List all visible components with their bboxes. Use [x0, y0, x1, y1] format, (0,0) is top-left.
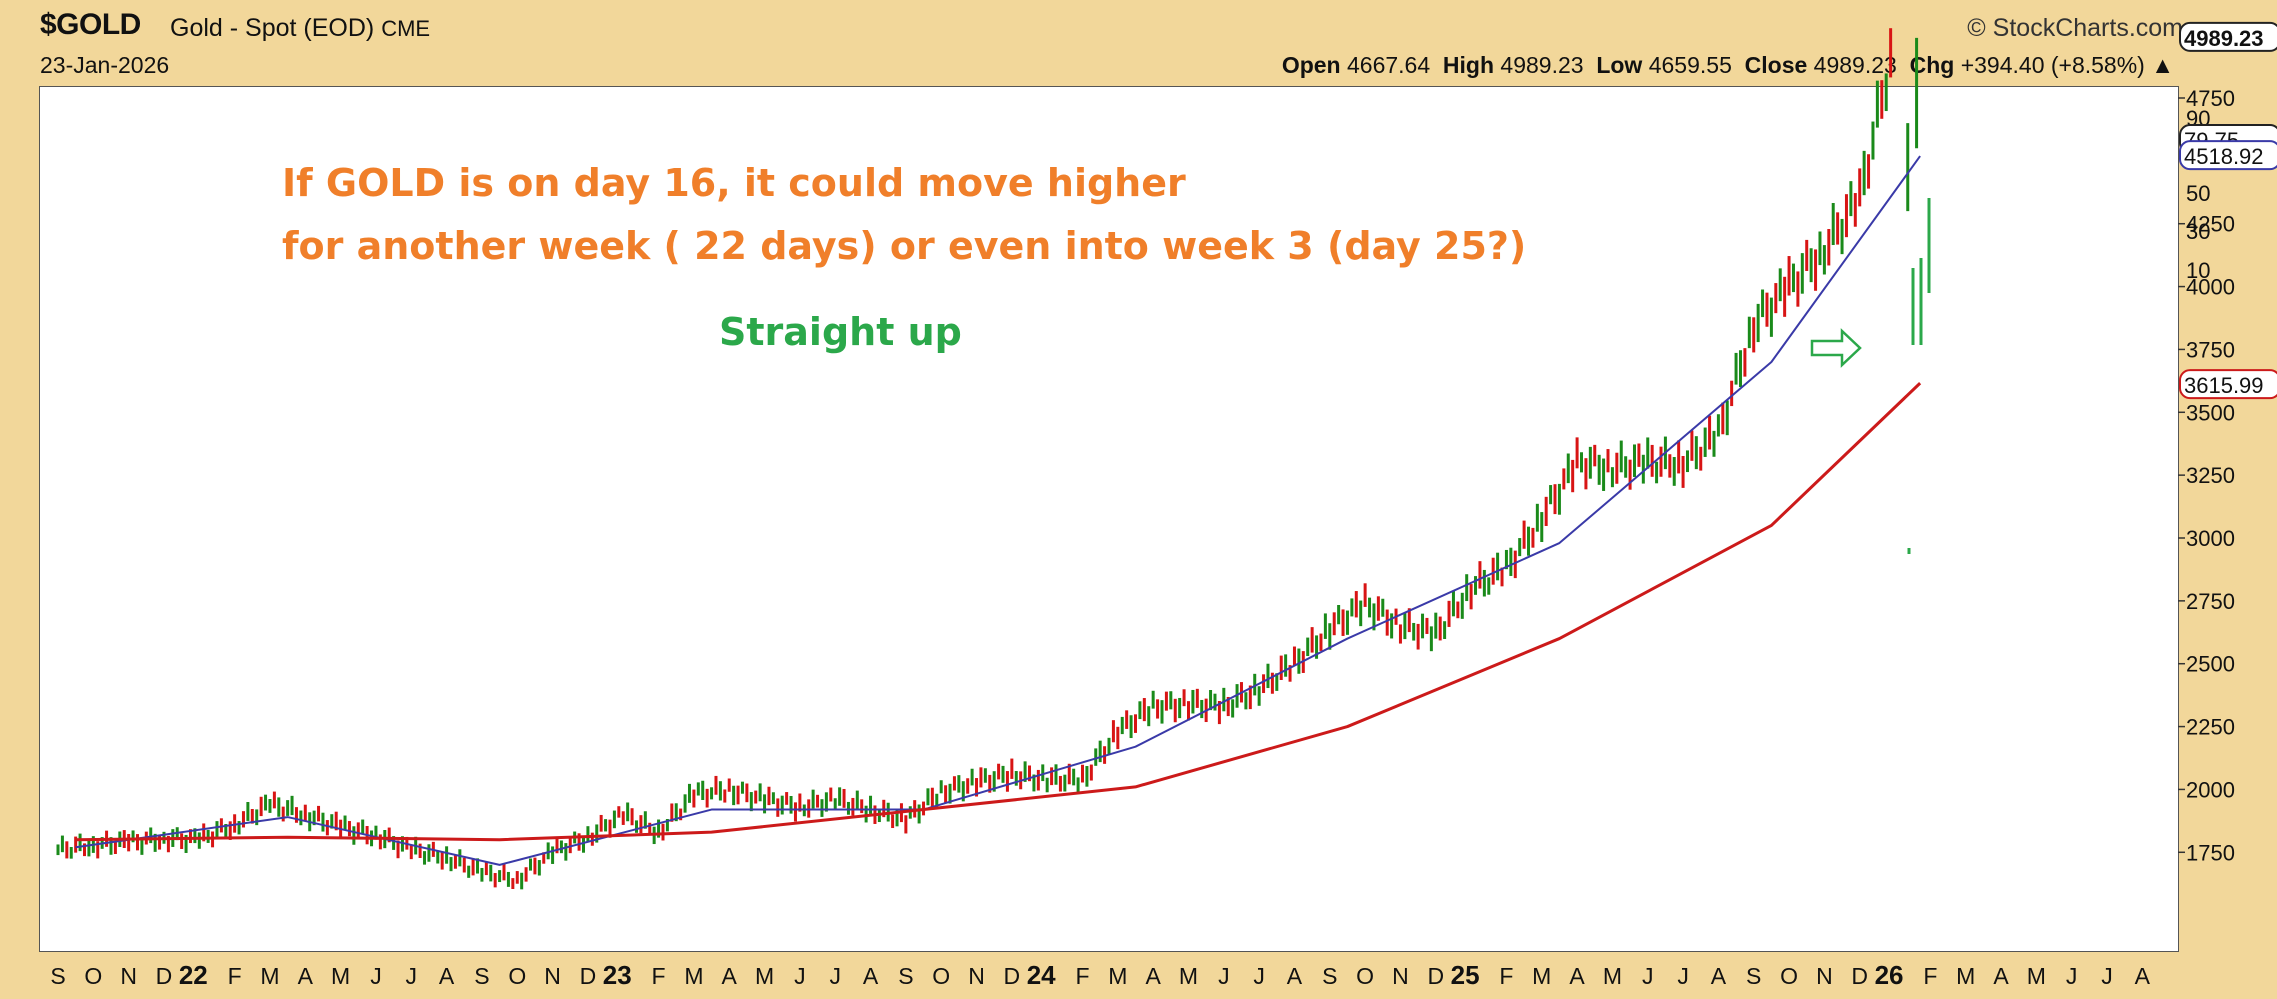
x-tick-label: M	[1108, 963, 1127, 989]
x-tick-label: N	[1392, 963, 1409, 989]
x-tick-label: N	[120, 963, 137, 989]
x-tick-label: J	[406, 963, 418, 989]
x-tick-label: S	[1746, 963, 1761, 989]
x-tick-label: N	[1816, 963, 1833, 989]
x-tick-label: M	[1179, 963, 1198, 989]
x-tick-label: J	[1677, 963, 1689, 989]
x-tick-label: J	[1253, 963, 1265, 989]
x-tick-label: D	[1851, 963, 1868, 989]
x-tick-label: J	[2101, 963, 2113, 989]
close-value-tag: 4989.23	[2184, 26, 2264, 51]
annotation-line-1: If GOLD is on day 16, it could move high…	[282, 161, 1186, 205]
y-tick-label: 3250	[2186, 463, 2235, 488]
day-tick-label: 30	[2186, 219, 2210, 244]
x-tick-label: D	[1427, 963, 1444, 989]
ma-long-tag: 3615.99	[2184, 373, 2264, 398]
day-tick-label: 50	[2186, 181, 2210, 206]
x-tick-label: A	[1145, 963, 1161, 989]
x-tick-label: A	[863, 963, 879, 989]
x-tick-label: M	[1532, 963, 1551, 989]
x-tick-label: F	[228, 963, 242, 989]
x-tick-label: N	[544, 963, 561, 989]
x-tick-label: M	[260, 963, 279, 989]
x-tick-label: F	[1923, 963, 1937, 989]
x-tick-label: A	[722, 963, 738, 989]
ma-short-tag: 4518.92	[2184, 144, 2264, 169]
x-tick-label: M	[684, 963, 703, 989]
x-tick-label: J	[829, 963, 841, 989]
x-tick-label: J	[794, 963, 806, 989]
x-tick-label: M	[331, 963, 350, 989]
x-tick-label: F	[1499, 963, 1513, 989]
x-tick-label: O	[508, 963, 526, 989]
x-tick-label: M	[755, 963, 774, 989]
x-tick-label: A	[1569, 963, 1585, 989]
y-tick-label: 3750	[2186, 337, 2235, 362]
annotation-line-2: for another week ( 22 days) or even into…	[282, 224, 1526, 268]
x-tick-label: A	[1711, 963, 1727, 989]
x-tick-label: 25	[1451, 960, 1480, 990]
x-tick-label: S	[50, 963, 65, 989]
y-tick-label: 2500	[2186, 652, 2235, 677]
x-tick-label: M	[1603, 963, 1622, 989]
x-tick-label: S	[474, 963, 489, 989]
x-tick-label: 22	[179, 960, 208, 990]
x-tick-label: O	[1356, 963, 1374, 989]
y-tick-label: 2250	[2186, 715, 2235, 740]
x-tick-label: J	[370, 963, 382, 989]
x-tick-label: N	[968, 963, 985, 989]
y-tick-label: 2750	[2186, 589, 2235, 614]
x-tick-label: O	[932, 963, 950, 989]
x-tick-label: D	[156, 963, 173, 989]
x-tick-label: D	[580, 963, 597, 989]
x-tick-label: O	[84, 963, 102, 989]
x-tick-label: S	[898, 963, 913, 989]
x-tick-label: 24	[1027, 960, 1056, 990]
x-tick-label: J	[1218, 963, 1230, 989]
x-tick-label: M	[2027, 963, 2046, 989]
x-tick-label: M	[1956, 963, 1975, 989]
arrow-right-icon	[1812, 331, 1860, 365]
x-tick-label: F	[1075, 963, 1089, 989]
y-tick-label: 2000	[2186, 777, 2235, 802]
y-tick-label: 3500	[2186, 400, 2235, 425]
x-tick-label: A	[2135, 963, 2151, 989]
x-tick-label: A	[439, 963, 455, 989]
x-tick-label: A	[1287, 963, 1303, 989]
x-tick-label: D	[1004, 963, 1021, 989]
x-tick-label: 26	[1875, 960, 1904, 990]
annotation-straight-up: Straight up	[719, 310, 962, 354]
x-tick-label: J	[1642, 963, 1654, 989]
x-tick-label: A	[298, 963, 314, 989]
y-tick-label: 3000	[2186, 526, 2235, 551]
x-tick-label: F	[652, 963, 666, 989]
x-tick-label: O	[1780, 963, 1798, 989]
day-tick-label: 10	[2186, 258, 2210, 283]
y-tick-label: 1750	[2186, 840, 2235, 865]
x-tick-label: S	[1322, 963, 1337, 989]
x-tick-label: J	[2066, 963, 2078, 989]
x-tick-label: 23	[603, 960, 632, 990]
x-tick-label: A	[1993, 963, 2009, 989]
